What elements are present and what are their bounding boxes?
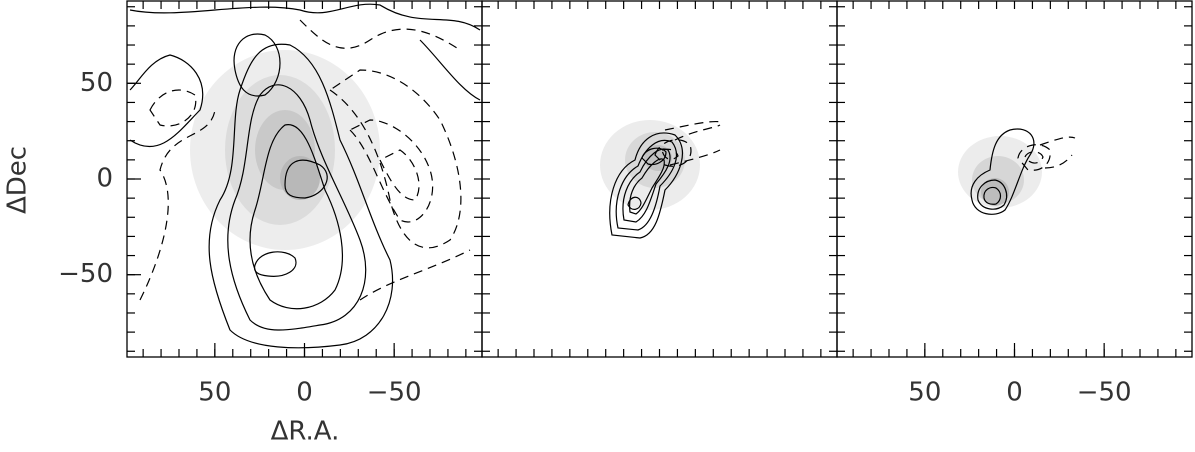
contour-map <box>958 128 1076 215</box>
x-tick-label: 50 <box>908 378 941 408</box>
y-tick-label: −50 <box>58 259 113 289</box>
y-tick-label: 50 <box>80 68 113 98</box>
y-tick-label: 0 <box>96 164 113 194</box>
x-tick-label: 0 <box>296 378 313 408</box>
x-tick-label: −50 <box>367 378 422 408</box>
x-axis-label: ΔR.A. <box>271 417 340 447</box>
y-axis-label: ΔDec <box>3 146 33 214</box>
contour-map <box>129 3 481 349</box>
x-tick-label: 50 <box>198 378 231 408</box>
contour-map <box>600 120 723 239</box>
x-tick-label: −50 <box>1077 378 1132 408</box>
x-tick-label: 0 <box>1006 378 1023 408</box>
